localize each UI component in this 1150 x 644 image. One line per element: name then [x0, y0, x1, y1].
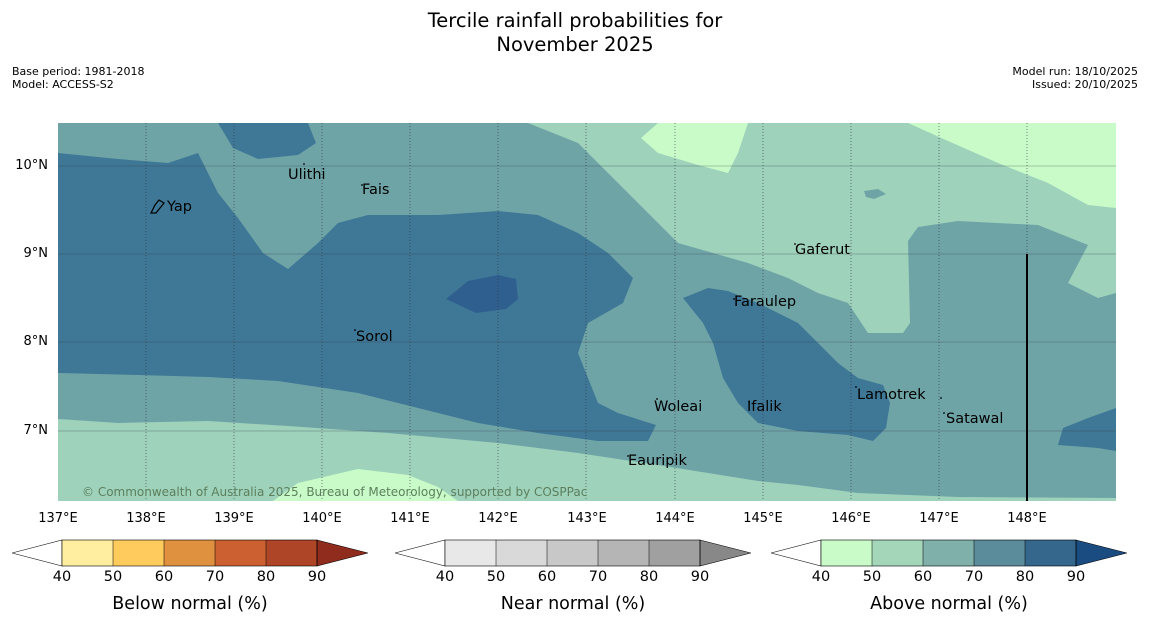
place-sorol: Sorol [356, 329, 393, 345]
below-tick-60: 60 [154, 569, 174, 585]
below-tick-90: 90 [307, 569, 327, 585]
meta-left: Base period: 1981-2018 Model: ACCESS-S2 [12, 65, 144, 91]
above-tick-60: 60 [913, 569, 933, 585]
below-tick-40: 40 [52, 569, 72, 585]
colorbar-above-normal-swatch-60 [923, 540, 974, 566]
colorbar-above-normal-swatch-40 [821, 540, 872, 566]
region-above-40-top [641, 123, 748, 173]
place-woleai: Woleai [654, 399, 703, 415]
lon-label-140e: 140°E [302, 511, 342, 526]
lon-label-144e: 144°E [655, 511, 695, 526]
near-tick-80: 80 [639, 569, 659, 585]
base-period: Base period: 1981-2018 [12, 65, 145, 78]
region-above-70-east [683, 288, 890, 441]
map-title: Tercile rainfall probabilities for Novem… [0, 9, 1150, 57]
model-run: Model run: 18/10/2025 [1012, 65, 1138, 78]
colorbar-near-normal-swatch-40 [445, 540, 496, 566]
lon-label-139e: 139°E [214, 511, 254, 526]
colorbar-near-normal-swatch-70 [598, 540, 649, 566]
place-yap: Yap [167, 199, 192, 215]
lon-label-148e: 148°E [1007, 511, 1047, 526]
colorbar-above-normal-swatch-80 [1025, 540, 1076, 566]
near-tick-70: 70 [588, 569, 608, 585]
region-above-70-se [1058, 408, 1116, 451]
colorbar-above-normal-swatches [769, 539, 1128, 567]
colorbar-near-normal: 40 50 60 70 80 90 Near normal (%) [393, 538, 752, 628]
place-ulithi: Ulithi [288, 167, 326, 183]
copyright-notice: © Commonwealth of Australia 2025, Bureau… [82, 485, 588, 499]
lon-label-142e: 142°E [478, 511, 518, 526]
lat-label-8n: 8°N [23, 334, 49, 349]
above-tick-70: 70 [964, 569, 984, 585]
meta-right: Model run: 18/10/2025 Issued: 20/10/2025 [1012, 65, 1138, 91]
region-above-60-spot [864, 189, 886, 199]
colorbar-near-normal-swatch-50 [496, 540, 547, 566]
place-eauripik: Eauripik [628, 453, 687, 469]
above-normal-label: Above normal (%) [870, 594, 1028, 614]
lon-label-141e: 141°E [390, 511, 430, 526]
lon-label-147e: 147°E [919, 511, 959, 526]
lon-label-138e: 138°E [126, 511, 166, 526]
yap-island [150, 199, 165, 214]
above-tick-90: 90 [1066, 569, 1086, 585]
lon-label-146e: 146°E [831, 511, 871, 526]
colorbar-below-normal-swatch-90 [316, 539, 369, 567]
above-tick-40: 40 [811, 569, 831, 585]
colorbar-near-normal-swatch-90 [699, 539, 752, 567]
region-above-40-south [273, 469, 458, 501]
model-name: Model: ACCESS-S2 [12, 78, 114, 91]
near-tick-90: 90 [690, 569, 710, 585]
below-tick-80: 80 [256, 569, 276, 585]
title-line-1: Tercile rainfall probabilities for [427, 9, 723, 32]
region-above-40-ne [908, 123, 1116, 208]
place-faraulep: Faraulep [734, 294, 797, 310]
title-line-2: November 2025 [496, 33, 654, 56]
colorbar-above-normal-swatch-90 [1075, 539, 1128, 567]
issued-date: Issued: 20/10/2025 [1031, 78, 1138, 91]
colorbar-below-normal: 40 50 60 70 80 90 Below normal (%) [10, 538, 369, 628]
lat-label-10n: 10°N [15, 158, 48, 173]
colorbar-below-normal-swatch-40 [62, 540, 113, 566]
colorbar-below-normal-swatch-80 [266, 540, 317, 566]
colorbar-above-normal-swatch-50 [872, 540, 923, 566]
near-tick-50: 50 [486, 569, 506, 585]
place-ifalik: Ifalik [747, 399, 782, 415]
colorbar-near-normal-swatches [393, 539, 752, 567]
colorbar-below-normal-swatch-50 [113, 540, 164, 566]
colorbar-near-normal-swatch-60 [547, 540, 598, 566]
region-above-80 [446, 275, 518, 313]
above-tick-50: 50 [862, 569, 882, 585]
island-markers [303, 163, 945, 457]
below-tick-50: 50 [103, 569, 123, 585]
region-above-70-top [218, 123, 316, 159]
place-gaferut: Gaferut [795, 242, 850, 258]
below-tick-70: 70 [205, 569, 225, 585]
near-normal-label: Near normal (%) [500, 594, 646, 614]
lon-label-145e: 145°E [743, 511, 783, 526]
lat-label-9n: 9°N [23, 246, 49, 261]
below-normal-label: Below normal (%) [112, 594, 268, 614]
place-satawal: Satawal [946, 411, 1004, 427]
colorbar-below-normal-swatch-60 [164, 540, 215, 566]
colorbar-above-normal-swatch-70 [974, 540, 1025, 566]
above-tick-80: 80 [1015, 569, 1035, 585]
colorbar-above-normal: 40 50 60 70 80 90 Above normal (%) [769, 538, 1128, 628]
colorbar-below-normal-swatch-70 [215, 540, 266, 566]
region-above-50-north [528, 123, 1116, 333]
parallel-lines [58, 165, 1116, 432]
place-lamotrek: Lamotrek [857, 387, 926, 403]
place-fais: Fais [362, 182, 390, 198]
near-tick-60: 60 [537, 569, 557, 585]
near-tick-40: 40 [435, 569, 455, 585]
map-canvas [58, 123, 1116, 501]
lon-label-143e: 143°E [567, 511, 607, 526]
lon-label-137e: 137°E [38, 511, 78, 526]
lat-label-7n: 7°N [23, 423, 49, 438]
probability-map[interactable] [58, 123, 1116, 501]
region-above-70-west [58, 153, 656, 441]
colorbar-near-normal-swatch-80 [649, 540, 700, 566]
colorbar-below-normal-swatches [10, 539, 369, 567]
